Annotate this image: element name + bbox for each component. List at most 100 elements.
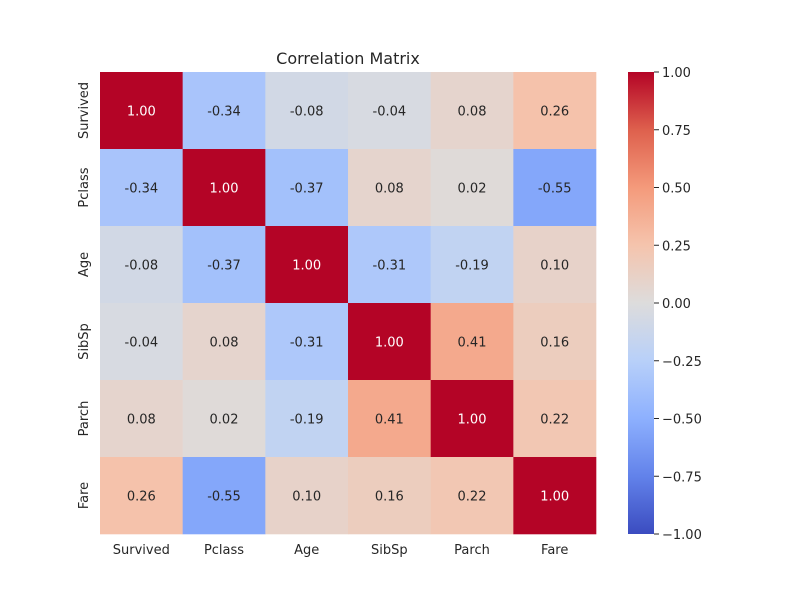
cell-value-label-parch-sibsp: 0.41: [375, 413, 404, 428]
x-tick-label-sibsp: SibSp: [371, 543, 408, 558]
colorbar-tick-label-8: 1.00: [662, 66, 691, 81]
colorbar-gradient: [628, 72, 654, 534]
y-tick-label-pclass: Pclass: [77, 167, 92, 207]
cell-value-label-parch-age: -0.19: [290, 413, 324, 428]
heatmap-cell-pclass-fare: [513, 149, 597, 227]
x-tick-label-fare: Fare: [541, 543, 568, 558]
y-tick-label-parch: Parch: [77, 401, 92, 437]
cell-value-label-age-pclass: -0.37: [207, 259, 241, 274]
heatmap-cell-age-parch: [430, 226, 514, 304]
cell-value-label-pclass-pclass: 1.00: [210, 182, 239, 197]
cell-value-label-age-parch: -0.19: [455, 259, 489, 274]
cell-value-label-sibsp-age: -0.31: [290, 336, 324, 351]
heatmap-cell-age-pclass: [182, 226, 266, 304]
x-tick-label-age: Age: [294, 543, 319, 558]
heatmap-cell-pclass-sibsp: [348, 149, 431, 227]
cell-value-label-pclass-sibsp: 0.08: [375, 182, 404, 197]
cell-value-label-age-fare: 0.10: [540, 259, 569, 274]
cell-value-label-fare-parch: 0.22: [458, 490, 487, 505]
heatmap-cell-fare-sibsp: [348, 457, 431, 535]
colorbar-tick-label-6: 0.50: [662, 182, 691, 197]
cell-value-label-survived-parch: 0.08: [458, 105, 487, 120]
heatmap-cell-survived-age: [265, 72, 349, 150]
heatmap-cell-age-sibsp: [348, 226, 431, 304]
cell-value-label-pclass-fare: -0.55: [538, 182, 572, 197]
cell-value-label-fare-survived: 0.26: [127, 490, 156, 505]
heatmap-cell-sibsp-fare: [513, 303, 597, 381]
cell-value-label-sibsp-pclass: 0.08: [210, 336, 239, 351]
colorbar-tick-label-4: 0.00: [662, 297, 691, 312]
heatmap-cell-fare-parch: [430, 457, 514, 535]
heatmap-cell-fare-pclass: [182, 457, 266, 535]
heatmap-cell-sibsp-parch: [430, 303, 514, 381]
heatmap-cell-fare-age: [265, 457, 349, 535]
cell-value-label-survived-sibsp: -0.04: [373, 105, 407, 120]
colorbar-tick-label-2: −0.50: [662, 413, 702, 428]
cell-value-label-survived-survived: 1.00: [127, 105, 156, 120]
cell-value-label-survived-fare: 0.26: [540, 105, 569, 120]
colorbar-tick-label-7: 0.75: [662, 124, 691, 139]
cell-value-label-age-age: 1.00: [292, 259, 321, 274]
colorbar: −1.00 −0.75 −0.50 −0.25 0.00 0.25 0.50 0.75 1.00: [628, 66, 702, 543]
heatmap-cell-parch-sibsp: [348, 380, 431, 458]
cell-value-label-fare-sibsp: 0.16: [375, 490, 404, 505]
colorbar-tick-label-3: −0.25: [662, 355, 702, 370]
x-tick-label-survived: Survived: [113, 543, 170, 558]
cell-value-label-survived-age: -0.08: [290, 105, 324, 120]
colorbar-tick-label-5: 0.25: [662, 239, 691, 254]
cell-value-label-sibsp-fare: 0.16: [540, 336, 569, 351]
cell-value-label-fare-age: 0.10: [292, 490, 321, 505]
cell-value-label-pclass-parch: 0.02: [458, 182, 487, 197]
heatmap-cell-age-age: [265, 226, 349, 304]
cell-value-label-parch-parch: 1.00: [458, 413, 487, 428]
heatmap-cell-survived-sibsp: [348, 72, 431, 150]
cell-value-label-age-sibsp: -0.31: [373, 259, 407, 274]
cell-value-label-fare-fare: 1.00: [540, 490, 569, 505]
heatmap-cell-survived-pclass: [182, 72, 266, 150]
heatmap-cell-parch-fare: [513, 380, 597, 458]
x-tick-label-pclass: Pclass: [204, 543, 244, 558]
cell-value-label-age-survived: -0.08: [125, 259, 159, 274]
heatmap-cell-survived-parch: [430, 72, 514, 150]
heatmap-cells: 1.00 -0.34 -0.08 -0.04 0.08 0.26 -0.34 1.00 -0.3…: [100, 72, 597, 535]
y-axis-ticks: Survived Pclass Age SibSp Parch Fare: [77, 82, 92, 509]
cell-value-label-fare-pclass: -0.55: [207, 490, 241, 505]
cell-value-label-parch-fare: 0.22: [540, 413, 569, 428]
y-tick-label-age: Age: [77, 252, 92, 277]
y-tick-label-fare: Fare: [77, 482, 92, 509]
heatmap-cell-pclass-pclass: [182, 149, 266, 227]
heatmap-cell-survived-survived: [100, 72, 183, 150]
cell-value-label-sibsp-parch: 0.41: [458, 336, 487, 351]
heatmap-cell-fare-survived: [100, 457, 183, 535]
heatmap-cell-pclass-survived: [100, 149, 183, 227]
y-tick-label-survived: Survived: [77, 82, 92, 139]
heatmap-cell-survived-fare: [513, 72, 597, 150]
heatmap-cell-fare-fare: [513, 457, 597, 535]
heatmap-cell-age-fare: [513, 226, 597, 304]
heatmap-cell-parch-parch: [430, 380, 514, 458]
cell-value-label-parch-pclass: 0.02: [210, 413, 239, 428]
cell-value-label-pclass-age: -0.37: [290, 182, 324, 197]
colorbar-tick-label-1: −0.75: [662, 470, 702, 485]
heatmap-cell-parch-pclass: [182, 380, 266, 458]
colorbar-tick-label-0: −1.00: [662, 528, 702, 543]
heatmap-cell-sibsp-survived: [100, 303, 183, 381]
cell-value-label-survived-pclass: -0.34: [207, 105, 241, 120]
heatmap-cell-parch-age: [265, 380, 349, 458]
cell-value-label-sibsp-survived: -0.04: [125, 336, 159, 351]
heatmap-cell-pclass-age: [265, 149, 349, 227]
heatmap-cell-sibsp-age: [265, 303, 349, 381]
cell-value-label-parch-survived: 0.08: [127, 413, 156, 428]
x-axis-ticks: Survived Pclass Age SibSp Parch Fare: [113, 543, 569, 558]
cell-value-label-sibsp-sibsp: 1.00: [375, 336, 404, 351]
heatmap-cell-parch-survived: [100, 380, 183, 458]
cell-value-label-pclass-survived: -0.34: [125, 182, 159, 197]
y-tick-label-sibsp: SibSp: [77, 323, 92, 360]
heatmap-cell-sibsp-sibsp: [348, 303, 431, 381]
heatmap-cell-sibsp-pclass: [182, 303, 266, 381]
heatmap-cell-age-survived: [100, 226, 183, 304]
heatmap-cell-pclass-parch: [430, 149, 514, 227]
chart-title: Correlation Matrix: [276, 49, 420, 68]
x-tick-label-parch: Parch: [454, 543, 490, 558]
